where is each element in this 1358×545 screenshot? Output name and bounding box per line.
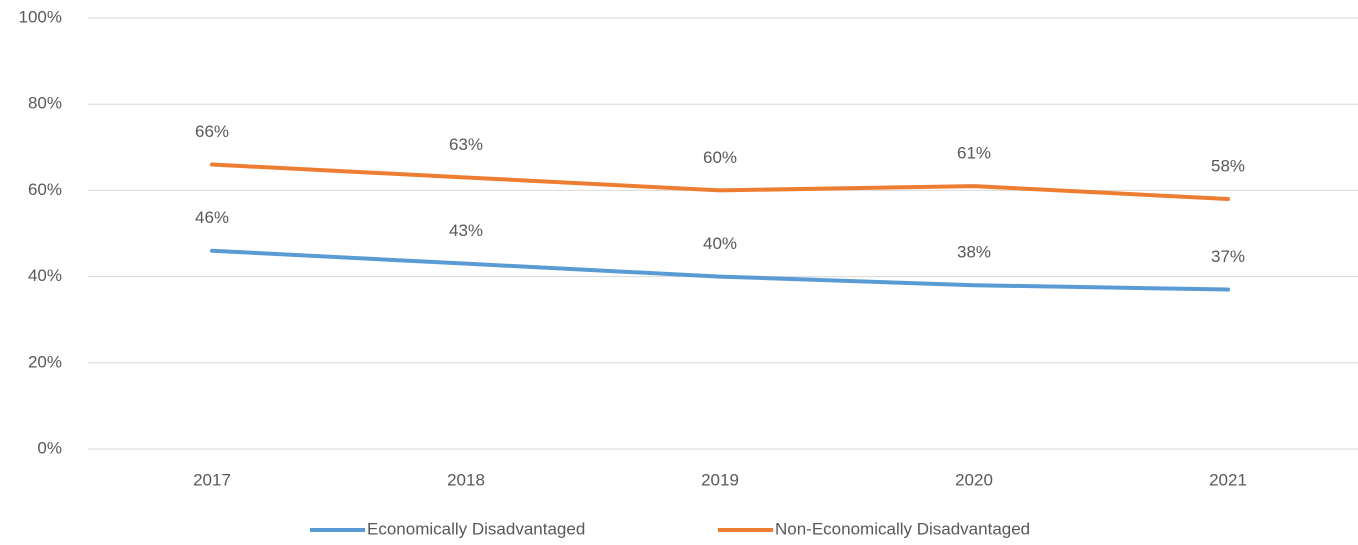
data-label: 40%: [703, 234, 737, 253]
y-tick-label: 40%: [28, 266, 62, 285]
x-tick-label: 2017: [193, 470, 231, 489]
legend-label: Economically Disadvantaged: [367, 519, 585, 538]
y-tick-label: 20%: [28, 352, 62, 371]
data-label: 61%: [957, 144, 991, 163]
data-label: 66%: [195, 122, 229, 141]
data-label: 63%: [449, 135, 483, 154]
legend-label: Non-Economically Disadvantaged: [775, 519, 1030, 538]
x-tick-label: 2018: [447, 470, 485, 489]
data-label: 37%: [1211, 247, 1245, 266]
data-label: 43%: [449, 221, 483, 240]
y-tick-label: 0%: [37, 438, 62, 457]
y-tick-label: 100%: [19, 7, 62, 26]
y-tick-label: 80%: [28, 94, 62, 113]
data-label: 60%: [703, 148, 737, 167]
data-label: 38%: [957, 243, 991, 262]
data-label: 46%: [195, 208, 229, 227]
x-tick-label: 2020: [955, 470, 993, 489]
y-tick-label: 60%: [28, 180, 62, 199]
series-line: [210, 162, 1230, 202]
series-line: [210, 248, 1230, 292]
x-tick-label: 2019: [701, 470, 739, 489]
data-label: 58%: [1211, 157, 1245, 176]
x-tick-label: 2021: [1209, 470, 1247, 489]
